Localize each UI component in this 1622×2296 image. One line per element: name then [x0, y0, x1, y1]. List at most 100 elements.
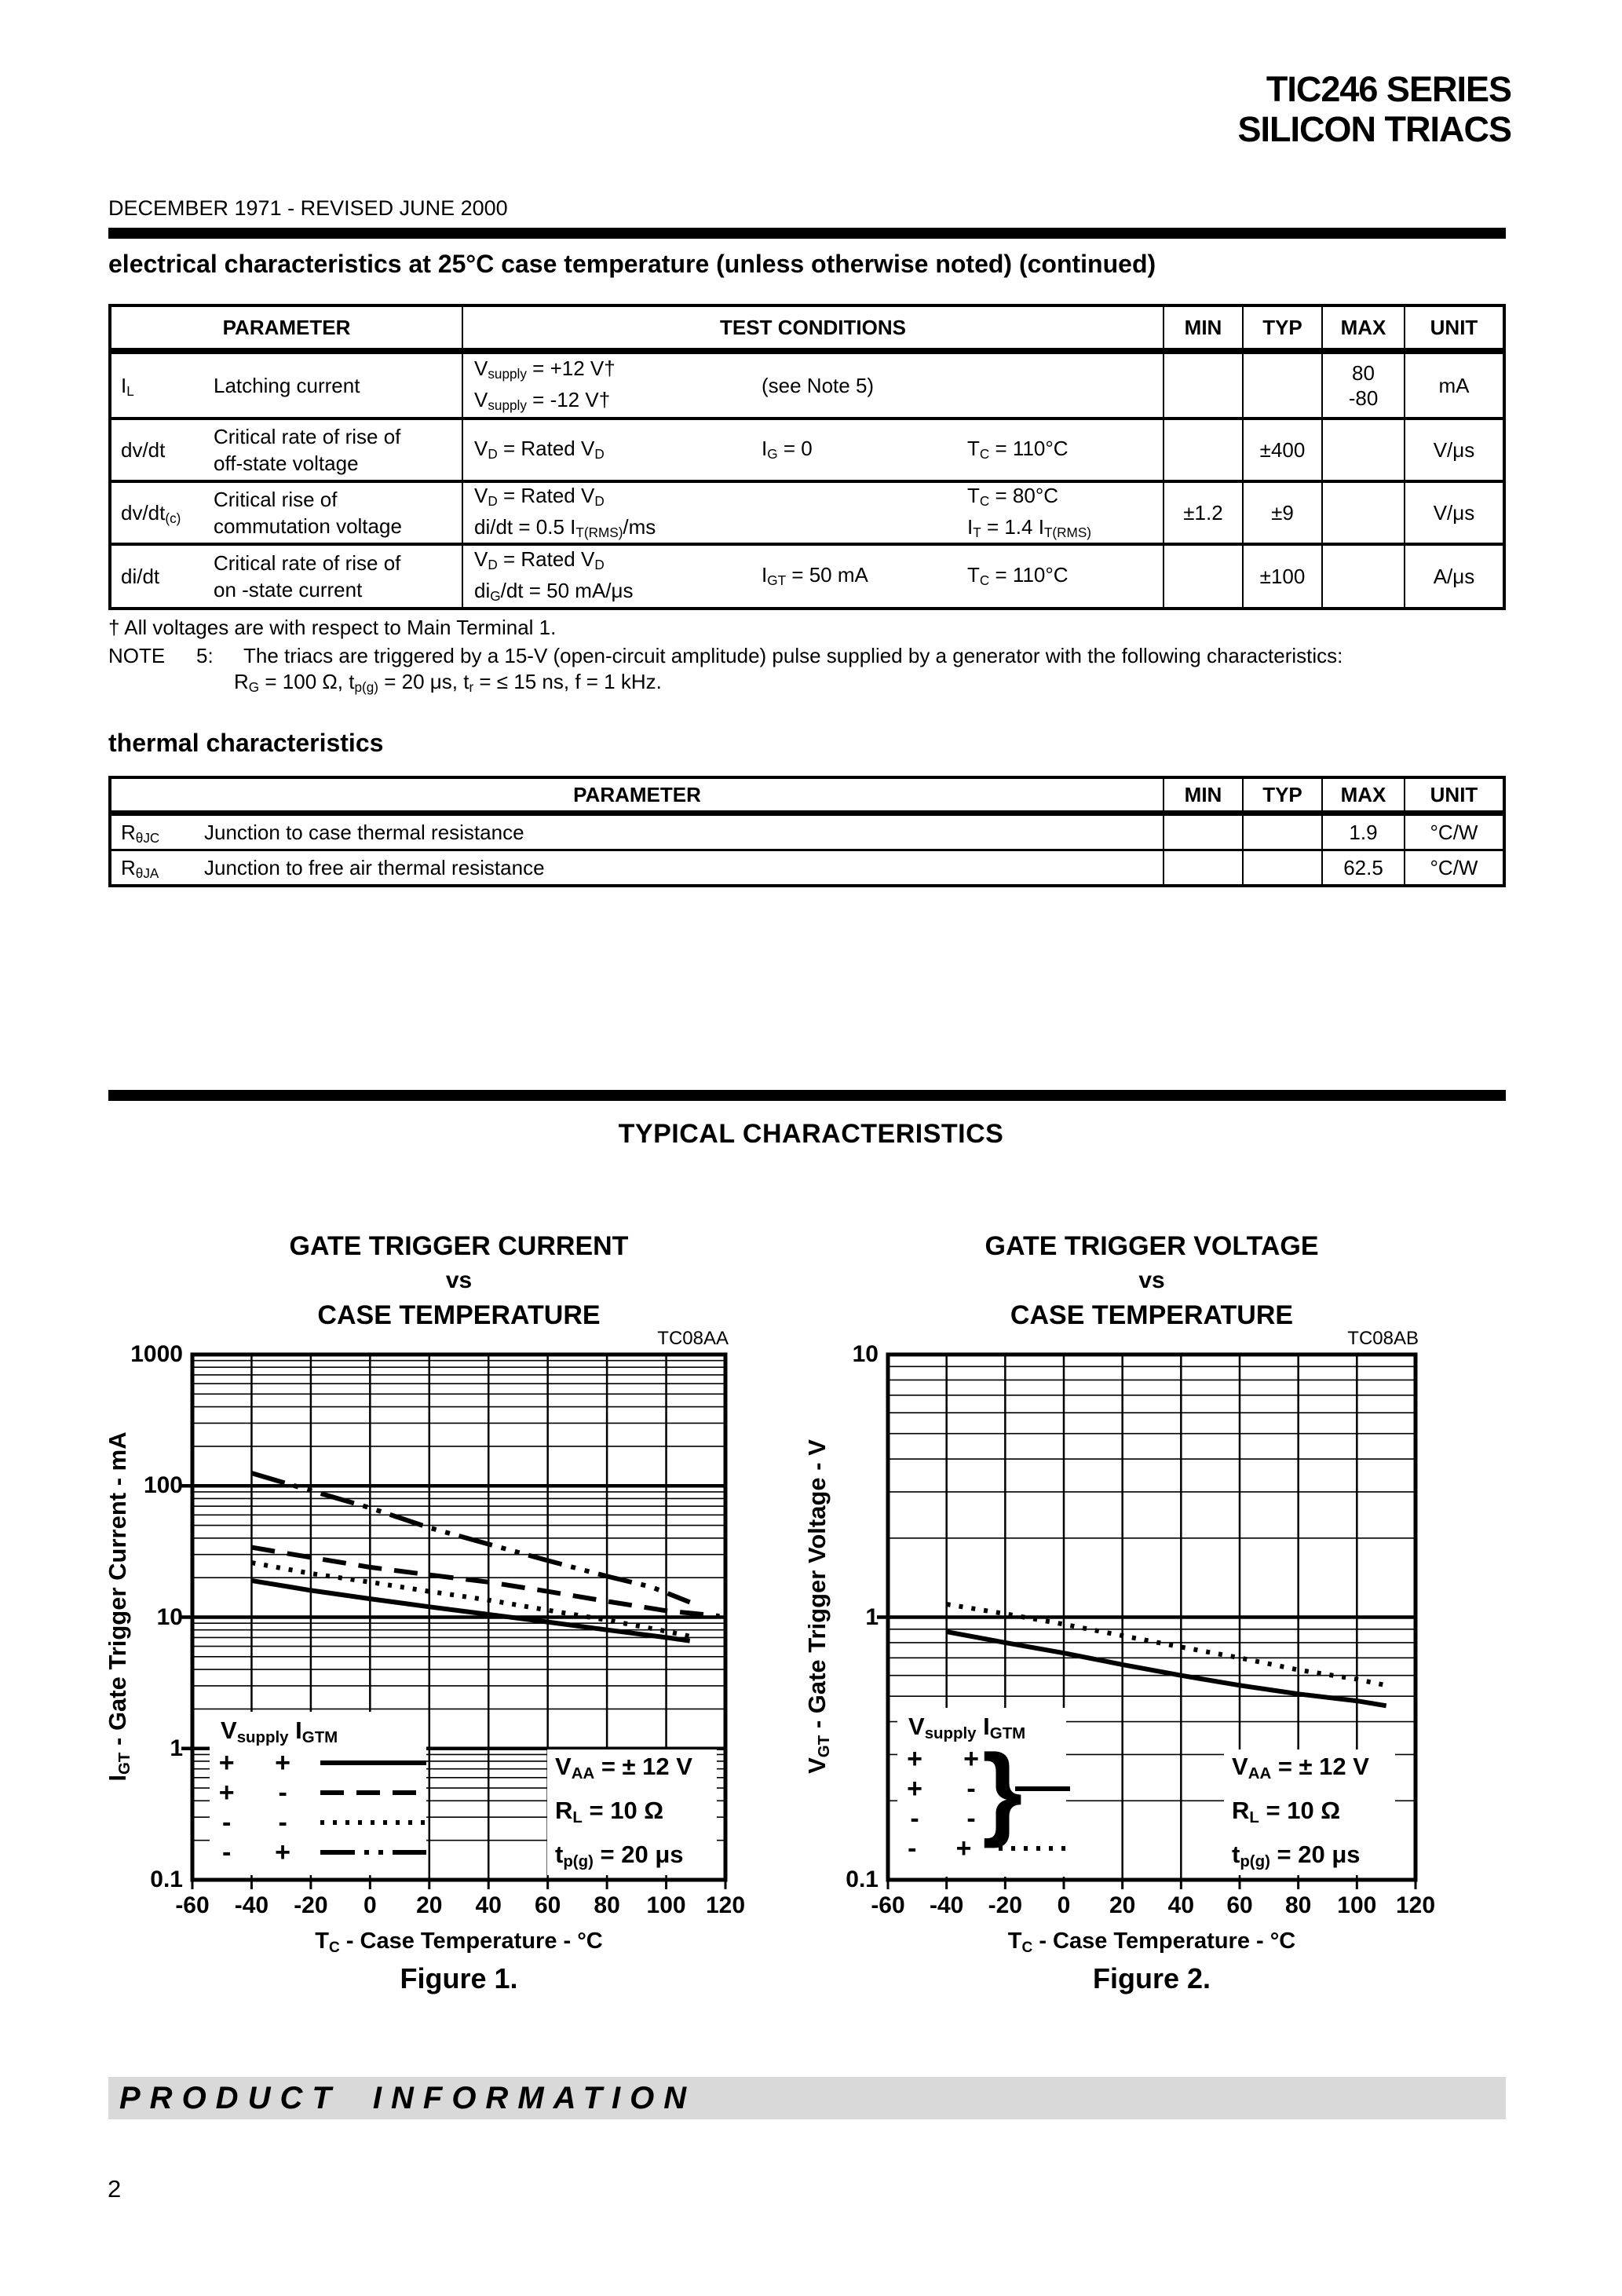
- vsupply-sign: -: [222, 1837, 232, 1867]
- typ-cell: ±100: [1242, 546, 1321, 607]
- y-axis-title: IGT - Gate Trigger Current - mA: [104, 1431, 133, 1782]
- max-cell: 80 -80: [1321, 354, 1404, 417]
- condition-column: VD = Rated VD diG/dt = 50 mA/μs: [463, 545, 762, 608]
- condition-line: VD = Rated VD: [474, 547, 605, 573]
- table-row: dv/dt Critical rate of rise of off-state v…: [111, 417, 1503, 480]
- electrical-characteristics-table: PARAMETER TEST CONDITIONS MIN TYP MAX UNIT IL L…: [108, 304, 1506, 610]
- banner-text: PRODUCT INFORMATION: [119, 2080, 696, 2115]
- min-cell: ±1.2: [1163, 483, 1242, 543]
- condition-line: IG = 0: [762, 437, 813, 462]
- condition-line: Vsupply = +12 V†: [474, 356, 616, 382]
- vsupply-sign: -: [908, 1833, 917, 1863]
- product-information-banner: PRODUCT INFORMATION: [108, 2077, 1506, 2119]
- typ-value: ±400: [1260, 437, 1306, 462]
- legend-row: + -: [897, 1774, 1066, 1804]
- vsupply-sign: +: [218, 1777, 235, 1808]
- figure-1: Vsupply IGTM + + + - - - - + VAA = ± 12 V RL = 10 …: [104, 1231, 745, 1994]
- column-header: MAX: [1321, 779, 1404, 810]
- x-tick-label: 40: [1167, 1892, 1195, 1918]
- min-cell: [1163, 420, 1242, 480]
- condition-line: diG/dt = 50 mA/μs: [474, 579, 634, 605]
- condition-column: IGT = 50 mA: [762, 561, 967, 592]
- annotation-line: tp(g) = 20 μs: [555, 1841, 684, 1870]
- legend-row: + +: [897, 1744, 1066, 1774]
- condition-column: TC = 80°C IT = 1.4 IT(RMS): [967, 481, 1163, 544]
- x-tick-label: 0: [1057, 1892, 1071, 1918]
- note-text: The triacs are triggered by a 15-V (open…: [243, 644, 1343, 667]
- value-line: -80: [1348, 386, 1379, 410]
- legend-line-sample-solid: [320, 1760, 426, 1765]
- vsupply-sign: +: [907, 1773, 922, 1804]
- max-cell: 62.5: [1321, 851, 1404, 884]
- column-header: TYP: [1242, 779, 1321, 810]
- figure-caption: Figure 1.: [400, 1962, 518, 1994]
- test-conditions-annotation: VAA = ± 12 V RL = 10 Ω tp(g) = 20 μs: [547, 1749, 717, 1875]
- annotation-line: VAA = ± 12 V: [555, 1753, 692, 1782]
- condition-line: VD = Rated VD: [474, 484, 605, 510]
- parameter-cell: dv/dt(c) Critical rise of commutation volt…: [111, 483, 462, 543]
- igtm-sign: -: [278, 1807, 287, 1837]
- x-tick-label: 100: [1337, 1892, 1377, 1918]
- parameter-line: on -state current: [214, 578, 363, 601]
- parameter-line: commutation voltage: [214, 514, 402, 538]
- column-header: TEST CONDITIONS: [462, 307, 1163, 348]
- condition-line: VD = Rated VD: [474, 437, 605, 462]
- value-line: ±100: [1259, 565, 1306, 588]
- parameter-line: Critical rise of: [214, 488, 338, 511]
- series-dashdotdot: [250, 1471, 691, 1605]
- y-tick-label: 10: [852, 1341, 879, 1367]
- condition-line: di/dt = 0.5 IT(RMS)/ms: [474, 515, 656, 541]
- brand-line1: TIC246 SERIES: [1266, 69, 1512, 109]
- chart-title-line: CASE TEMPERATURE: [1010, 1300, 1294, 1330]
- min-value: ±1.2: [1183, 500, 1222, 525]
- series-solid: [250, 1578, 691, 1643]
- igtm-sign: +: [955, 1833, 972, 1863]
- value-line: ±1.2: [1183, 501, 1223, 525]
- max-cell: [1321, 483, 1404, 543]
- condition-line: IGT = 50 mA: [762, 563, 868, 589]
- table-row: dv/dt(c) Critical rise of commutation volt…: [111, 480, 1503, 543]
- annotation-line: RL = 10 Ω: [555, 1797, 664, 1826]
- column-header: MIN: [1163, 779, 1242, 810]
- condition-column: TC = 110°C: [967, 434, 1163, 466]
- y-tick-label: 0.1: [150, 1866, 183, 1892]
- test-conditions-cell: VD = Rated VD IG = 0 TC = 110°C: [462, 420, 1163, 480]
- chart-title-line: vs: [1138, 1267, 1165, 1293]
- vsupply-sign: -: [222, 1807, 232, 1837]
- divider-bar-middle: [108, 1090, 1506, 1101]
- parameter-description: Latching current: [214, 372, 360, 399]
- chart-title-line: GATE TRIGGER VOLTAGE: [985, 1231, 1319, 1261]
- column-header: PARAMETER: [573, 782, 701, 806]
- chart-title: GATE TRIGGER CURRENT vs CASE TEMPERATURE: [290, 1230, 629, 1331]
- parameter-description: Critical rate of rise of on -state curren…: [214, 550, 400, 603]
- figure-2-plot: [877, 1352, 1418, 1889]
- column-header: TYP: [1242, 307, 1321, 348]
- footnote-dagger: † All voltages are with respect to Main …: [108, 616, 557, 639]
- parameter-cell: di/dt Critical rate of rise of on -state c…: [111, 546, 462, 607]
- unit-cell: A/μs: [1404, 546, 1503, 607]
- vsupply-sign: +: [907, 1743, 922, 1774]
- x-tick-label: -40: [929, 1892, 964, 1918]
- parameter-symbol: dv/dt(c): [121, 500, 181, 526]
- igtm-sign: -: [966, 1773, 976, 1804]
- igtm-sign: -: [278, 1777, 287, 1808]
- max-cell: [1321, 420, 1404, 480]
- x-tick-label: 20: [1109, 1892, 1136, 1918]
- y-tick-label: 1000: [130, 1341, 183, 1367]
- vsupply-sign: -: [910, 1803, 919, 1834]
- table-row: RθJA Junction to free air thermal resista…: [111, 849, 1503, 884]
- max-cell: [1321, 546, 1404, 607]
- condition-line: (see Note 5): [762, 373, 875, 397]
- legend-header: Vsupply IGTM: [908, 1713, 1026, 1742]
- condition-line: TC = 80°C: [967, 484, 1059, 510]
- parameter-symbol: dv/dt: [121, 437, 166, 462]
- condition-line: TC = 110°C: [967, 437, 1069, 462]
- typ-cell: [1242, 354, 1321, 417]
- series-solid: [946, 1629, 1387, 1709]
- note-label: NOTE: [108, 644, 166, 667]
- condition-column: VD = Rated VD: [463, 434, 762, 466]
- parameter-symbol: RθJA: [121, 855, 159, 881]
- parameter-description: Critical rate of rise of off-state voltag…: [214, 423, 400, 477]
- condition-line: IT = 1.4 IT(RMS): [967, 515, 1091, 541]
- legend-row: + +: [210, 1748, 426, 1778]
